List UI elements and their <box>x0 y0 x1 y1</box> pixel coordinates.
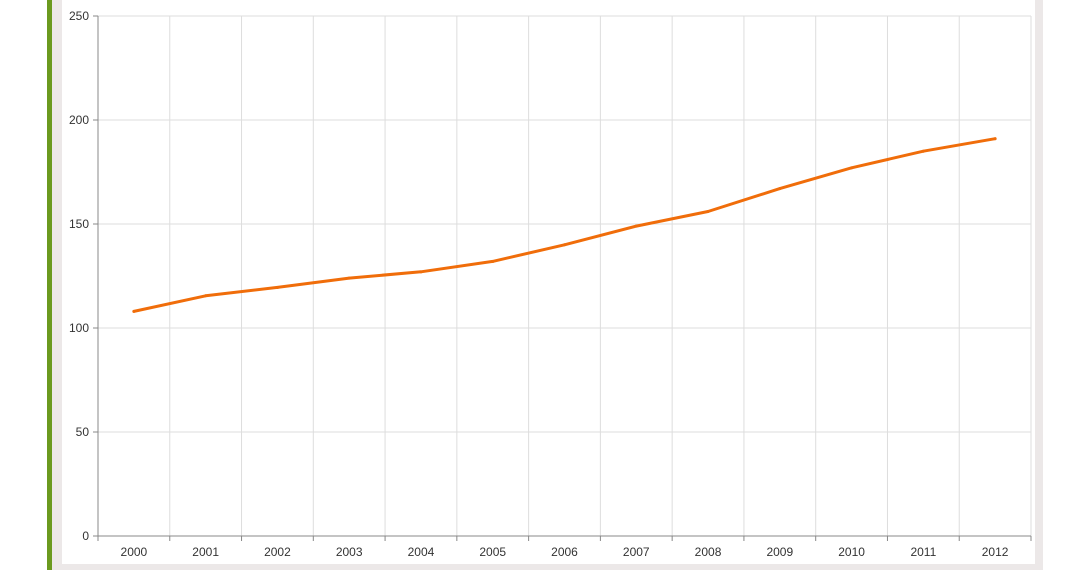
y-tick-labels: 0 50 100 150 200 250 <box>69 9 89 543</box>
x-tick-label: 2008 <box>695 545 722 559</box>
x-tick-labels: 2000 2001 2002 2003 2004 2005 2006 2007 2008 2009… <box>121 545 1009 559</box>
grid-layer <box>98 15 1032 536</box>
x-tick-label: 2003 <box>336 545 363 559</box>
x-tick-label: 2006 <box>551 545 578 559</box>
chart-panel <box>52 0 1043 570</box>
y-tick-label: 200 <box>69 113 89 127</box>
x-tick-label: 2012 <box>982 545 1009 559</box>
data-point <box>921 149 925 153</box>
data-point <box>563 243 566 247</box>
x-tick-label: 2010 <box>838 545 865 559</box>
y-tick-label: 150 <box>69 217 89 231</box>
y-tick-label: 100 <box>69 321 89 335</box>
axis-layer <box>93 15 1032 541</box>
x-tick-label: 2009 <box>766 545 793 559</box>
data-point <box>706 210 710 214</box>
x-tick-label: 2004 <box>408 545 435 559</box>
data-point <box>850 166 854 170</box>
data-point <box>419 270 423 274</box>
x-tick-label: 2011 <box>910 545 936 559</box>
data-point <box>132 309 136 313</box>
x-tick-label: 2005 <box>479 545 506 559</box>
data-point <box>204 294 208 298</box>
x-tick-label: 2007 <box>623 545 650 559</box>
page-right-margin <box>1043 0 1075 570</box>
y-tick-label: 0 <box>82 529 89 543</box>
accent-bar <box>47 0 52 570</box>
y-tick-label: 250 <box>69 9 89 23</box>
data-point <box>347 276 351 280</box>
series-line <box>132 137 997 313</box>
data-point <box>993 137 997 141</box>
data-point <box>778 187 782 191</box>
series-layer <box>132 137 997 313</box>
y-tick-label: 50 <box>76 425 90 439</box>
x-tick-label: 2000 <box>121 545 148 559</box>
data-point <box>634 224 638 228</box>
data-point <box>491 259 495 263</box>
x-tick-label: 2001 <box>192 545 219 559</box>
data-point <box>275 285 279 289</box>
chart-panel-inner <box>62 0 1035 564</box>
x-tick-label: 2002 <box>264 545 291 559</box>
